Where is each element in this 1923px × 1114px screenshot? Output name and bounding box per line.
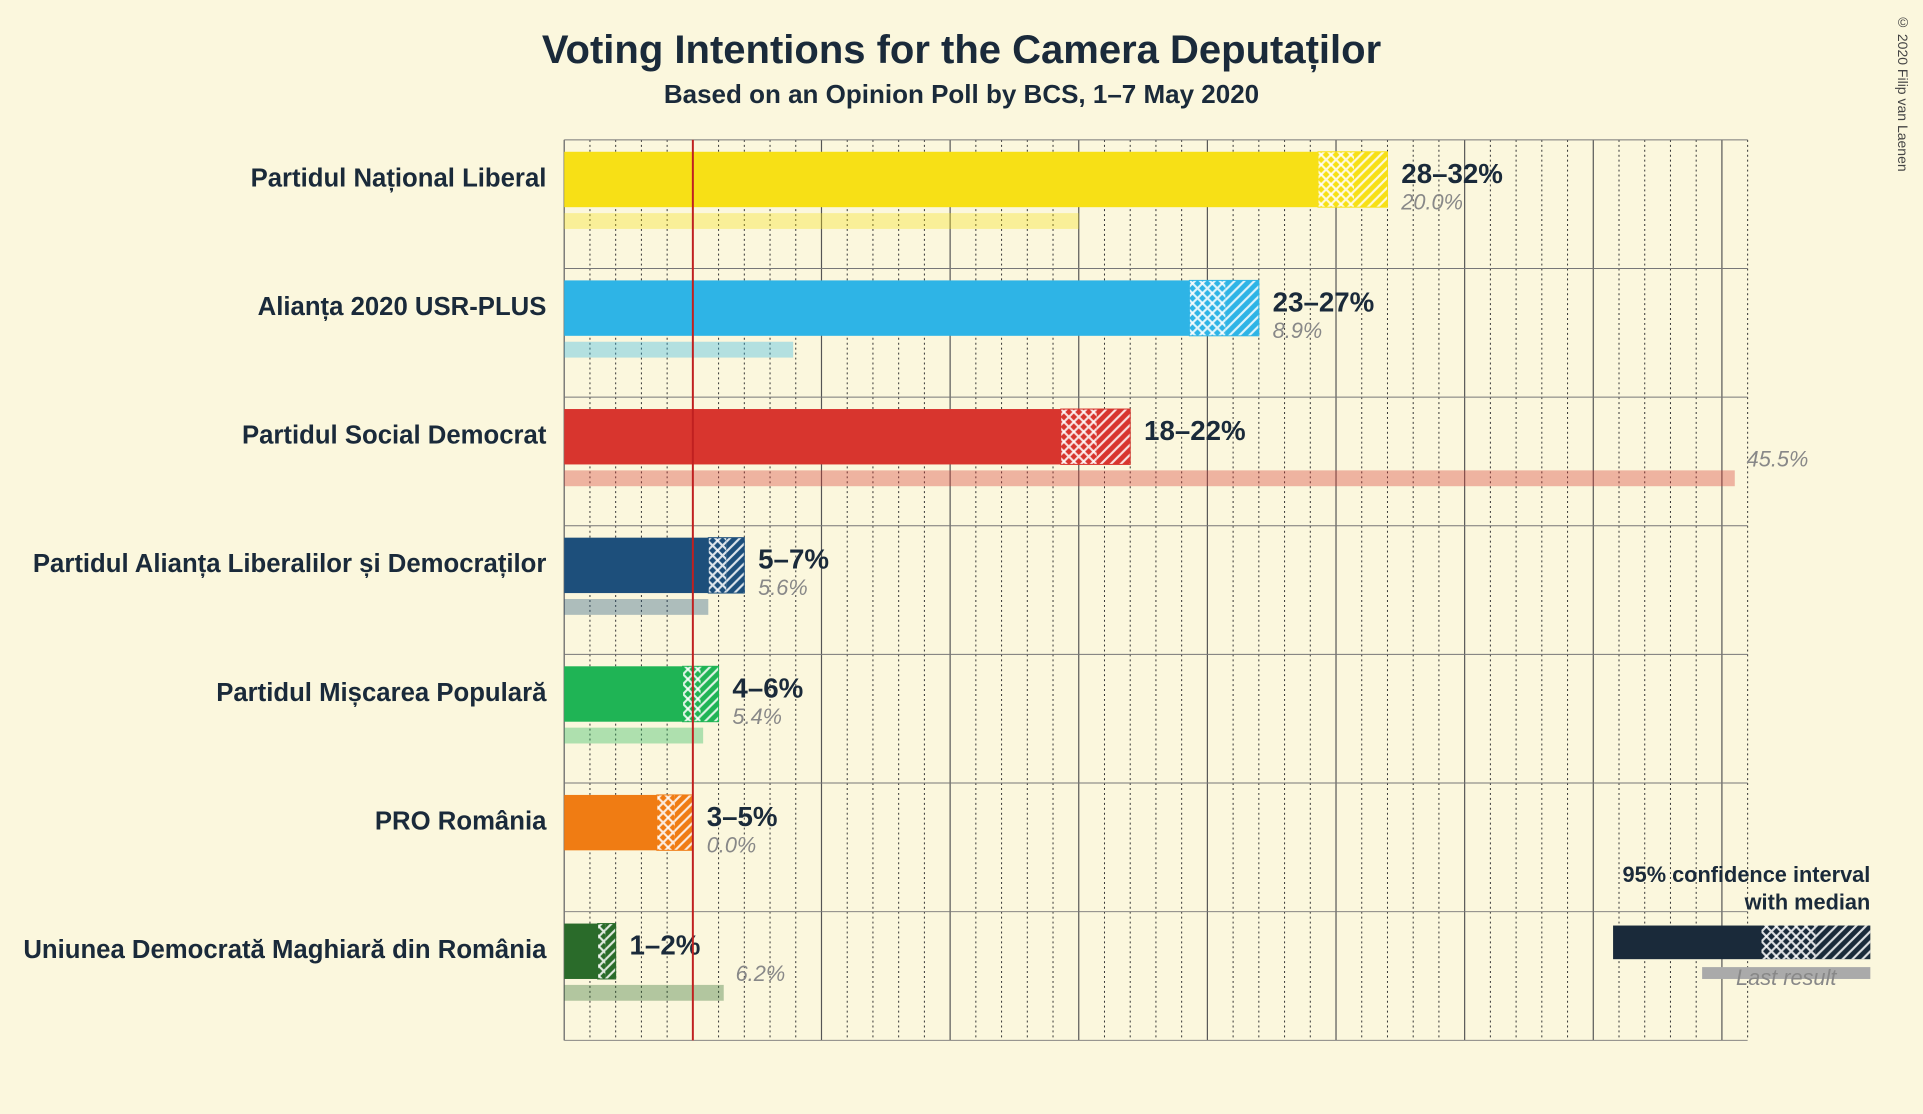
legend-title-2: with median [1744,890,1871,915]
party-label: Partidul Alianța Liberalilor și Democraț… [33,550,547,578]
bar-solid [564,924,597,979]
range-label: 3–5% [707,801,778,832]
party-label: Alianța 2020 USR-PLUS [258,293,547,321]
party-label: PRO România [375,807,547,835]
legend: 95% confidence interval with median Last r… [1613,862,1870,990]
bar-solid [564,152,1318,207]
bar-high-hatch [1225,280,1258,335]
last-result-bar [564,213,1079,229]
bar-solid [564,666,682,721]
last-result-label: 8.9% [1273,318,1323,343]
bar-mid-hatch [1061,409,1097,464]
range-label: 23–27% [1273,286,1375,317]
range-label: 18–22% [1144,415,1246,446]
bar-high-hatch [1097,409,1130,464]
bar-high-hatch [605,924,615,979]
legend-bar-x-h [1761,926,1815,960]
last-result-label: 20.0% [1400,189,1463,214]
bar-solid [564,795,657,850]
last-result-label: 45.5% [1747,447,1809,472]
last-result-label: 5.4% [732,704,782,729]
bar-high-hatch [726,538,744,593]
bar-mid-hatch [598,924,606,979]
poll-bar-chart: Partidul Național Liberal 28–32%20.0% Alia… [0,130,1923,1070]
range-label: 4–6% [732,672,803,703]
legend-bar-solid [1613,926,1761,960]
last-result-label: 6.2% [736,961,786,986]
bar-mid-hatch [708,538,726,593]
range-label: 28–32% [1401,158,1503,189]
legend-title-1: 95% confidence interval [1623,862,1871,887]
bar-high-hatch [1354,152,1387,207]
range-label: 5–7% [758,544,829,575]
legend-last-label: Last result [1736,965,1837,990]
last-result-label: 5.6% [758,575,808,600]
chart-title: Voting Intentions for the Camera Deputaț… [0,0,1923,73]
bar-high-hatch [701,666,719,721]
range-label: 1–2% [630,930,701,961]
chart-subtitle: Based on an Opinion Poll by BCS, 1–7 May… [0,73,1923,110]
party-label: Partidul Mișcarea Populară [216,679,547,707]
party-label: Partidul Social Democrat [242,422,547,450]
party-label: Uniunea Democrată Maghiară din România [23,936,547,964]
last-result-bar [564,599,708,615]
bar-solid [564,280,1189,335]
bar-solid [564,409,1061,464]
bar-mid-hatch [1189,280,1225,335]
bar-mid-hatch [683,666,701,721]
last-result-bar [564,728,703,744]
legend-bar-d-h [1816,926,1870,960]
bar-solid [564,538,708,593]
bar-mid-hatch [1318,152,1354,207]
last-result-label: 0.0% [707,832,757,857]
bar-mid-hatch [657,795,675,850]
last-result-bar [564,470,1735,486]
last-result-bar [564,985,724,1001]
bar-high-hatch [675,795,693,850]
party-label: Partidul Național Liberal [251,164,547,192]
last-result-bar [564,342,793,358]
